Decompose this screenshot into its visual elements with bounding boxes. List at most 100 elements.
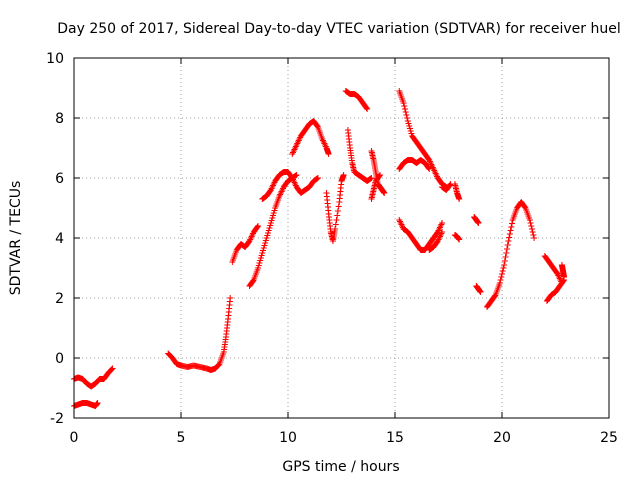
series-late-arc-4 (471, 214, 482, 226)
series-peak-arc-4 (344, 127, 375, 184)
series-mid-arc-3 (396, 157, 433, 172)
x-tick-labels: 0 5 10 15 20 25 (70, 430, 618, 446)
data-point (402, 109, 409, 115)
chart-title: Day 250 of 2017, Sidereal Day-to-day VTE… (57, 21, 620, 37)
y-tick-label: 10 (46, 51, 64, 67)
data-point (334, 208, 341, 214)
data-point (401, 103, 408, 109)
data-point (250, 278, 257, 284)
data-point (404, 115, 411, 121)
data-point (340, 172, 347, 178)
data-point (491, 293, 498, 299)
series-mid-arc-5 (396, 217, 446, 253)
data-point (381, 190, 388, 196)
y-tick-label: 8 (55, 111, 64, 127)
x-tick-label: 0 (70, 430, 79, 446)
y-tick-label: 2 (55, 291, 64, 307)
data-point (499, 268, 506, 274)
y-tick-label: -2 (50, 411, 64, 427)
data-point (521, 204, 528, 210)
data-point (507, 227, 514, 234)
data-point (503, 250, 510, 256)
series-late-arc-3 (451, 232, 463, 243)
data-point (508, 224, 515, 230)
data-point (255, 223, 262, 229)
data-point (363, 105, 370, 111)
data-point (94, 400, 101, 406)
y-tick-label: 4 (55, 231, 64, 247)
x-tick-label: 5 (177, 430, 186, 446)
series-mid-arc-2 (368, 172, 384, 202)
data-point (501, 262, 508, 268)
data-point (335, 203, 342, 210)
data-point (401, 106, 408, 112)
series-late-arc-1 (439, 181, 454, 193)
data-point (496, 280, 503, 286)
data-point (502, 254, 509, 260)
data-point (108, 366, 115, 373)
data-point (500, 265, 507, 271)
x-tick-label: 20 (493, 430, 511, 446)
x-tick-label: 15 (386, 430, 404, 446)
data-point (499, 271, 505, 277)
x-axis-label: GPS time / hours (282, 459, 399, 475)
data-point (477, 289, 484, 295)
series-mid-arc-6 (426, 229, 446, 253)
data-point (456, 236, 463, 243)
data-point (530, 232, 537, 238)
data-point (368, 175, 375, 181)
series-upper-arc-early (71, 365, 116, 390)
data-point (504, 242, 511, 248)
data-point (254, 224, 261, 230)
data-point (528, 226, 535, 232)
data-point (215, 361, 222, 368)
series-main-arc-b (229, 223, 262, 265)
data-point (497, 277, 504, 283)
data-point (377, 172, 384, 178)
data-point (475, 220, 482, 226)
data-point (446, 182, 453, 188)
data-point (439, 229, 446, 235)
data-point (529, 229, 536, 235)
y-axis-label: SDTVAR / TECUs (8, 181, 24, 296)
data-point (506, 234, 513, 241)
data-point (528, 223, 535, 229)
y-tick-label: 6 (55, 171, 64, 187)
data-point (531, 235, 538, 241)
grid-lines (74, 58, 609, 418)
data-point (332, 221, 339, 228)
data-point (400, 100, 407, 106)
series-peak-arc-3 (342, 88, 371, 112)
series-late-arc-6 (484, 199, 538, 310)
data-point (527, 220, 534, 226)
series-late-arc-9 (558, 262, 568, 280)
data-point (506, 231, 513, 237)
series-late-arc-5 (473, 283, 484, 295)
series-main-arc-a (165, 295, 234, 373)
series-main-arc-d (259, 169, 321, 202)
data-point (333, 217, 340, 223)
series-peak-arc-2 (323, 172, 347, 244)
data-point (561, 274, 568, 280)
data-point (456, 196, 463, 202)
series-mid-arc-4 (396, 88, 450, 190)
series-peak-arc-1 (289, 118, 332, 157)
data-point (364, 106, 371, 112)
data-point (314, 123, 321, 129)
plot-frame (73, 57, 610, 419)
data-point (505, 238, 512, 244)
x-tick-label: 25 (600, 430, 618, 446)
data-point (439, 220, 446, 226)
series-late-arc-8 (543, 277, 568, 304)
data-point (526, 217, 533, 223)
data-point (332, 226, 339, 232)
data-point (293, 172, 300, 178)
data-point (503, 246, 510, 252)
y-tick-label: 0 (55, 351, 64, 367)
data-point (314, 175, 321, 181)
y-tick-labels: -2 0 2 4 6 8 10 (46, 51, 64, 427)
data-points (71, 88, 568, 409)
data-point (403, 112, 410, 118)
series-lower-arc-early (71, 400, 101, 409)
